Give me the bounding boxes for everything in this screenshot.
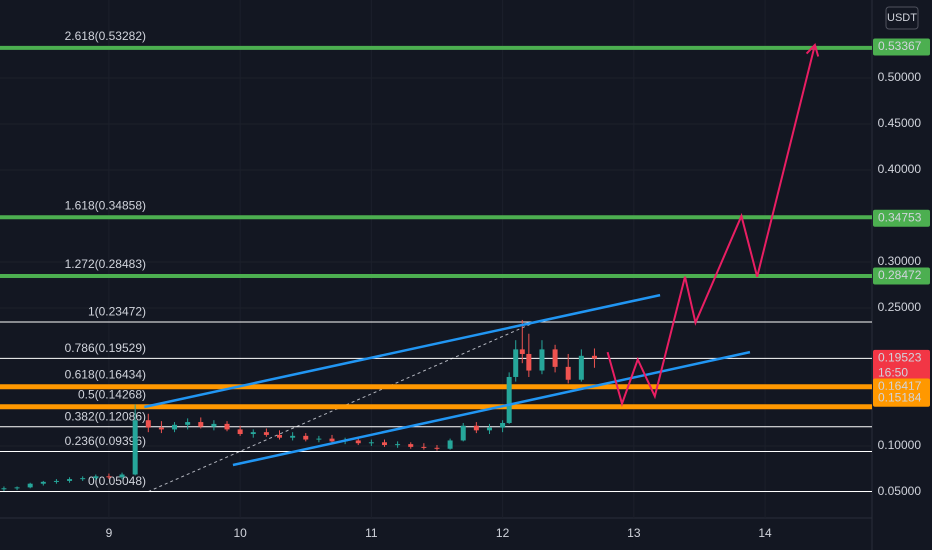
price-badge-label: 0.28472 xyxy=(878,268,922,282)
candle-body xyxy=(591,355,597,359)
candle-body xyxy=(93,476,99,479)
candle-body xyxy=(106,476,112,478)
price-badge-label: 0.53367 xyxy=(878,39,922,53)
projection-path xyxy=(606,44,816,407)
fib-label: 0(0.05048) xyxy=(88,474,146,488)
y-tick-label: 0.45000 xyxy=(878,116,922,130)
price-badge xyxy=(873,209,930,227)
price-badge xyxy=(873,267,930,285)
candle-body xyxy=(263,432,269,435)
candle-body xyxy=(578,355,584,380)
candle-body xyxy=(1,488,7,490)
currency: USDT xyxy=(887,12,917,24)
candle-body xyxy=(250,432,256,435)
fib-label: 0.382(0.12086) xyxy=(65,409,146,423)
candle-body xyxy=(552,349,558,367)
candle-body xyxy=(119,474,125,478)
candle-body xyxy=(316,438,322,440)
candle-body xyxy=(395,444,401,446)
candle-body xyxy=(198,422,204,427)
candle-body xyxy=(539,349,545,371)
candle-body xyxy=(185,422,191,425)
candle-body xyxy=(145,420,151,428)
fib-label: 0.5(0.14268) xyxy=(78,387,146,401)
price-badge-label: 0.19523 xyxy=(878,351,922,365)
arrow-head xyxy=(805,42,820,57)
candle-body xyxy=(224,423,230,430)
candle-body xyxy=(277,434,283,438)
price-badge-label: 0.16417 xyxy=(878,379,922,393)
y-tick-label: 0.25000 xyxy=(878,300,922,314)
y-tick-label: 0.05000 xyxy=(878,484,922,498)
candle-body xyxy=(80,478,86,480)
candle-body xyxy=(526,353,532,371)
price-badge xyxy=(873,38,930,56)
x-tick-label: 14 xyxy=(758,526,772,540)
fib-label: 2.618(0.53282) xyxy=(65,29,146,43)
candle-body xyxy=(158,427,164,430)
y-tick-label: 0.50000 xyxy=(878,70,922,84)
fib-label: 1(0.23472) xyxy=(88,305,146,319)
candle-body xyxy=(211,423,217,427)
candle-body xyxy=(473,425,479,431)
x-tick-label: 10 xyxy=(233,526,247,540)
candle-body xyxy=(486,427,492,431)
candle-body xyxy=(513,349,519,377)
candle-body xyxy=(27,483,33,488)
y-tick-label: 0.40000 xyxy=(878,162,922,176)
candle-body xyxy=(172,424,178,430)
candle-body xyxy=(500,422,506,428)
candle-body xyxy=(303,435,309,440)
candle-body xyxy=(67,479,73,481)
x-tick-label: 9 xyxy=(106,526,113,540)
candle-body xyxy=(237,429,243,435)
price-badge-label: 0.34753 xyxy=(878,210,922,224)
trend-line xyxy=(144,293,661,409)
candle-body xyxy=(355,440,361,444)
candle-body xyxy=(53,480,59,482)
candle-body xyxy=(14,487,20,489)
x-tick-label: 11 xyxy=(365,526,378,540)
candle-body xyxy=(40,481,46,484)
candle-body xyxy=(408,444,414,447)
currency-box[interactable] xyxy=(885,6,919,30)
candle-body xyxy=(434,447,440,449)
fib-label: 1.272(0.28483) xyxy=(65,257,146,271)
price-badge-time: 16:50 xyxy=(878,366,908,380)
fib-label: 0.786(0.19529) xyxy=(65,341,146,355)
candle-body xyxy=(460,425,466,441)
fib-label: 0.618(0.16434) xyxy=(65,367,146,381)
x-tick-label: 13 xyxy=(627,526,641,540)
price-badge xyxy=(873,349,930,382)
trend-line xyxy=(232,350,751,467)
price-badge xyxy=(873,389,930,407)
y-tick-label: 0.30000 xyxy=(878,254,922,268)
candle-body xyxy=(447,440,453,449)
candle-body xyxy=(368,442,374,444)
candle-body xyxy=(381,442,387,446)
candle-body xyxy=(290,435,296,438)
x-tick-label: 12 xyxy=(496,526,510,540)
candle-body xyxy=(132,420,138,475)
candle-body xyxy=(565,366,571,380)
candle-body xyxy=(506,376,512,423)
candle-body xyxy=(519,349,525,354)
candle-body xyxy=(421,446,427,448)
candle-body xyxy=(329,438,335,442)
price-badge-label: 0.15184 xyxy=(878,390,922,404)
fib-label: 1.618(0.34858) xyxy=(65,198,146,212)
fib-label: 0.236(0.09396) xyxy=(65,434,146,448)
y-tick-label: 0.10000 xyxy=(878,438,922,452)
